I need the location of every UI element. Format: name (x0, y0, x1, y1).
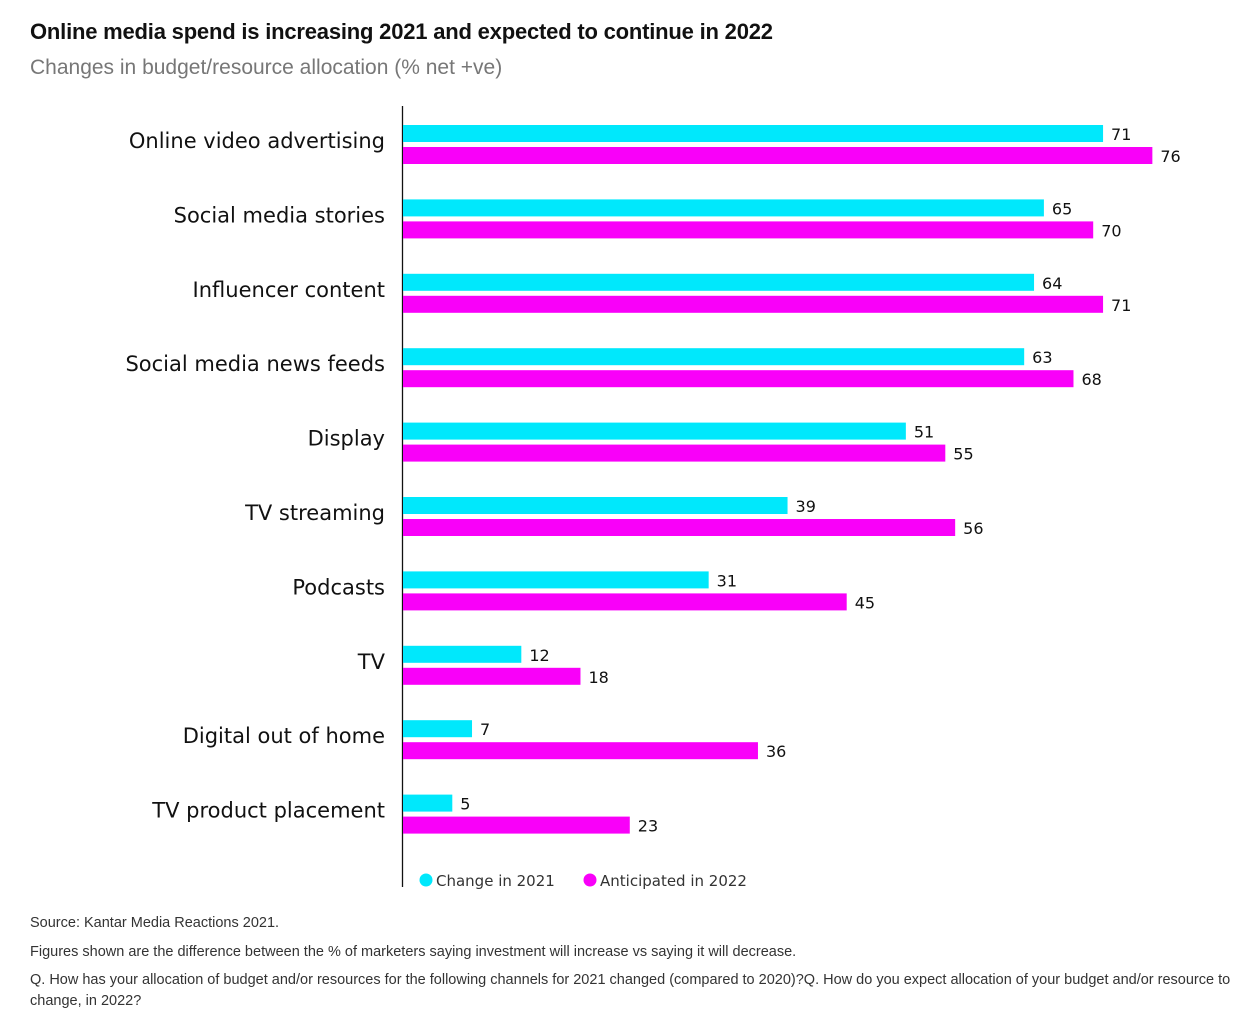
value-label: 71 (1111, 296, 1131, 315)
legend: Change in 2021 Anticipated in 2022 (419, 872, 747, 890)
bar-anticipated-in-2022 (403, 593, 847, 611)
value-label: 12 (529, 646, 549, 665)
category-group-social-media-news-feeds: Social media news feeds 63 68 (125, 348, 1102, 389)
bar-change-in-2021 (403, 794, 453, 812)
bar-anticipated-in-2022 (403, 295, 1104, 313)
bar-anticipated-in-2022 (403, 816, 630, 834)
value-label: 31 (717, 571, 737, 590)
bar-change-in-2021 (403, 348, 1025, 366)
bar-change-in-2021 (403, 125, 1104, 142)
category-group-social-media-stories: Social media stories 65 70 (174, 199, 1122, 240)
value-label: 23 (638, 817, 658, 836)
bar-change-in-2021 (403, 720, 473, 738)
category-label: TV product placement (151, 799, 385, 823)
legend-label: Change in 2021 (436, 872, 555, 890)
value-label: 7 (480, 720, 490, 739)
chart-title: Online media spend is increasing 2021 an… (30, 19, 773, 44)
bar-anticipated-in-2022 (403, 742, 758, 760)
methodology-note: Figures shown are the difference between… (30, 944, 797, 960)
legend-marker (583, 873, 597, 887)
survey-question: Q. How has your allocation of budget and… (30, 972, 1231, 1009)
category-label: Influencer content (193, 278, 385, 302)
category-group-podcasts: Podcasts 31 45 (292, 571, 875, 612)
value-label: 39 (796, 497, 816, 516)
bar-change-in-2021 (403, 645, 522, 663)
bar-anticipated-in-2022 (403, 147, 1153, 164)
value-label: 76 (1160, 147, 1180, 166)
chart-subtitle: Changes in budget/resource allocation (%… (30, 56, 503, 79)
value-label: 68 (1081, 370, 1101, 389)
source-note: Source: Kantar Media Reactions 2021. (30, 915, 280, 931)
value-label: 55 (953, 445, 973, 464)
category-group-influencer-content: Influencer content 64 71 (193, 273, 1131, 315)
bar-anticipated-in-2022 (403, 519, 956, 536)
value-label: 63 (1032, 348, 1052, 367)
category-group-digital-out-of-home: Digital out of home 7 36 (183, 720, 786, 761)
bar-change-in-2021 (403, 422, 906, 440)
bar-anticipated-in-2022 (403, 221, 1094, 239)
value-label: 64 (1042, 274, 1062, 293)
value-label: 65 (1052, 199, 1072, 218)
category-group-online-video-advertising: Online video advertising 71 76 (129, 125, 1181, 166)
category-group-tv-streaming: TV streaming 39 56 (244, 497, 984, 538)
bar-change-in-2021 (403, 497, 788, 514)
bar-change-in-2021 (403, 199, 1044, 217)
category-label: Display (308, 427, 385, 451)
value-label: 71 (1111, 125, 1131, 144)
category-group-display: Display 51 55 (308, 422, 974, 464)
category-label: TV streaming (244, 501, 385, 525)
bar-change-in-2021 (403, 273, 1035, 291)
category-label: Social media news feeds (125, 352, 385, 376)
category-group-tv: TV 12 18 (357, 645, 609, 687)
legend-item-anticipated-in-2022: Anticipated in 2022 (583, 872, 747, 890)
category-label: Digital out of home (183, 724, 385, 748)
legend-label: Anticipated in 2022 (600, 872, 747, 890)
value-label: 51 (914, 423, 934, 442)
category-label: TV (357, 650, 386, 674)
value-label: 56 (963, 519, 983, 538)
category-label: Social media stories (174, 203, 385, 227)
value-label: 5 (460, 795, 470, 814)
bar-change-in-2021 (403, 571, 709, 589)
legend-item-change-in-2021: Change in 2021 (419, 872, 555, 890)
value-label: 70 (1101, 221, 1121, 240)
bar-anticipated-in-2022 (403, 444, 946, 462)
bar-anticipated-in-2022 (403, 370, 1074, 388)
value-label: 36 (766, 742, 786, 761)
value-label: 45 (855, 593, 875, 612)
category-label: Podcasts (292, 575, 385, 599)
bar-chart: Online video advertising 71 76 Social media… (125, 106, 1181, 890)
value-label: 18 (588, 668, 608, 687)
category-group-tv-product-placement: TV product placement 5 23 (151, 794, 658, 836)
category-label: Online video advertising (129, 129, 385, 153)
bar-anticipated-in-2022 (403, 667, 581, 685)
legend-marker (419, 873, 433, 887)
